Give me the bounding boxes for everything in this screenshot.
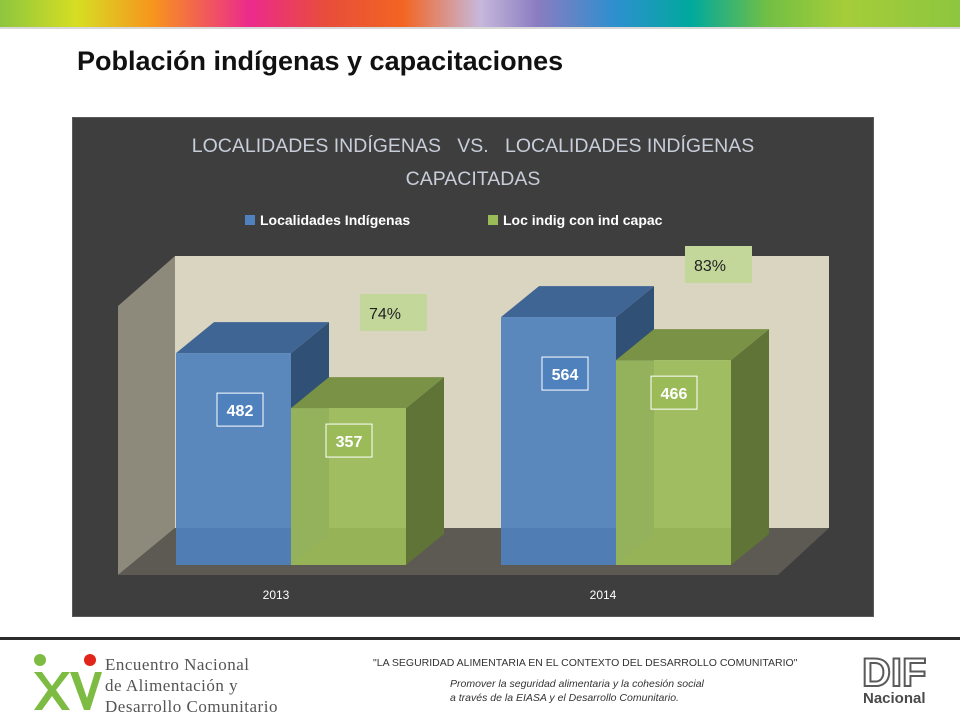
header-divider xyxy=(0,27,960,29)
side-wall xyxy=(118,256,175,575)
bar-value-label: 564 xyxy=(552,367,579,384)
bars-layer: 482 357 564 466 xyxy=(176,286,769,565)
chart-title-line-2: CAPACITADAS xyxy=(406,168,541,190)
chart-title-line-1: LOCALIDADES INDÍGENAS VS. LOCALIDADES IN… xyxy=(192,134,754,157)
legend-swatch-capacitadas xyxy=(488,215,498,225)
x-tick-label-2014: 2014 xyxy=(590,588,617,602)
chart-legend: Localidades Indígenas Loc indig con ind … xyxy=(245,212,663,228)
bar-front-face xyxy=(176,353,291,565)
bar-value-label: 482 xyxy=(227,403,254,420)
dif-org-name: Nacional xyxy=(863,690,926,707)
percent-label-2014: 83% xyxy=(694,258,726,275)
percent-box-2014 xyxy=(685,246,752,283)
bar-2013-capacitadas: 357 xyxy=(291,377,444,565)
bar-value-label: 466 xyxy=(661,386,688,403)
percent-callout-2013: 74% xyxy=(360,294,427,331)
footer-subtitle-line-2: a través de la EIASA y el Desarrollo Com… xyxy=(450,692,679,704)
x-axis-labels: 2013 2014 xyxy=(263,588,617,602)
footer: Encuentro Nacional de Alimentación y Des… xyxy=(0,640,960,720)
bar-value-label-box xyxy=(650,375,698,410)
footer-slogan: "LA SEGURIDAD ALIMENTARIA EN EL CONTEXTO… xyxy=(373,657,798,669)
bar-side-face xyxy=(406,377,444,565)
event-name-line-2: de Alimentación y xyxy=(105,676,239,695)
bar-value-label-box xyxy=(216,392,264,427)
event-name-line-1: Encuentro Nacional xyxy=(105,655,250,674)
bar-top-face xyxy=(501,286,654,318)
dif-logo: DIF xyxy=(862,652,927,690)
bar-front-face xyxy=(501,317,616,565)
bar-top-face xyxy=(616,329,769,361)
chart-panel: LOCALIDADES INDÍGENAS VS. LOCALIDADES IN… xyxy=(72,117,874,617)
footer-subtitle-line-1: Promover la seguridad alimentaria y la c… xyxy=(450,678,704,690)
bar-top-face xyxy=(176,322,329,354)
bar-2014-capacitadas: 466 xyxy=(616,329,769,565)
legend-label-localidades: Localidades Indígenas xyxy=(260,212,410,228)
percent-box-2013 xyxy=(360,294,427,331)
bar-value-label-box xyxy=(325,423,373,458)
dif-logo-text: DIF xyxy=(862,652,926,690)
footer-divider xyxy=(0,637,960,640)
event-name-line-3: Desarrollo Comunitario xyxy=(105,697,278,716)
percent-label-2013: 74% xyxy=(369,306,401,323)
bar-side-face xyxy=(731,329,769,565)
bar-value-label: 357 xyxy=(336,434,363,451)
page-title: Población indígenas y capacitaciones xyxy=(77,46,564,76)
bar-value-label-box xyxy=(541,356,589,391)
bar-chart: LOCALIDADES INDÍGENAS VS. LOCALIDADES IN… xyxy=(118,134,829,602)
legend-label-capacitadas: Loc indig con ind capac xyxy=(503,212,663,228)
encuentro-xv-logo xyxy=(34,654,102,710)
header-color-band xyxy=(0,0,960,27)
percent-callout-2014: 83% xyxy=(685,246,752,283)
x-tick-label-2013: 2013 xyxy=(263,588,290,602)
bar-top-face xyxy=(291,377,444,409)
legend-swatch-localidades xyxy=(245,215,255,225)
